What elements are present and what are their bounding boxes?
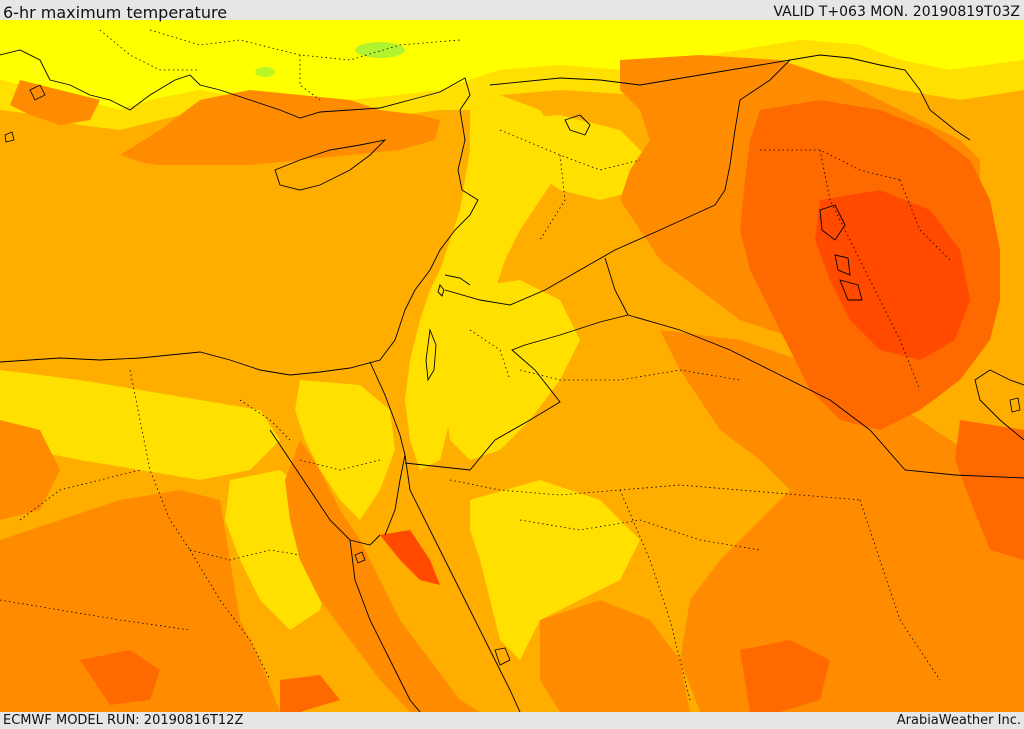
coastline-red-sea-east	[404, 454, 521, 712]
coastline-cyprus	[274, 139, 387, 191]
admin-border-egypt-5	[239, 399, 291, 441]
dark-orange-zone-saudi-south	[740, 640, 830, 712]
yellow-zone-syria-inner	[490, 115, 650, 200]
admin-border-egypt-1	[129, 369, 191, 551]
border-syria-jordan	[444, 204, 716, 306]
coastline-levant	[289, 109, 479, 376]
yellow-zone-north	[0, 20, 1024, 110]
coastline-lake-assad	[564, 114, 591, 136]
orange-zone-saudi-north	[660, 330, 1024, 712]
orange-zone-sea-north	[120, 90, 440, 165]
admin-border-iraq-1	[760, 149, 901, 181]
coastline-lake-tiberias	[437, 284, 445, 297]
temperature-map[interactable]	[0, 20, 1024, 712]
model-run-label: ECMWF MODEL RUN: 20190816T12Z	[3, 713, 244, 728]
red-zone-aqaba	[380, 530, 440, 585]
admin-border-egypt-6	[0, 599, 191, 631]
island-rhodes	[29, 84, 46, 101]
yellow-zone-levant	[405, 95, 560, 470]
border-syria-turkey	[489, 59, 791, 86]
green-hint-north-2	[255, 67, 275, 77]
coastline-red-sea-west	[349, 539, 421, 712]
coastline-turkey	[0, 49, 471, 119]
border-lebanon-israel	[444, 274, 471, 286]
orange-zone-egypt-west	[0, 420, 60, 520]
admin-border-turkey-3	[299, 55, 321, 101]
orange-zone-red-sea	[285, 440, 480, 712]
yellow-zone-hijaz	[470, 480, 640, 660]
valid-time-label: VALID T+063 MON. 20190819T03Z	[773, 4, 1020, 20]
green-hint-north	[355, 42, 405, 58]
temperature-map-svg	[0, 20, 1024, 712]
yellow-zone-sinai	[295, 380, 395, 520]
admin-border-saudi-5	[859, 499, 941, 681]
admin-border-iraq-3	[899, 179, 951, 261]
yellow-zone-jordan	[445, 280, 580, 460]
admin-border-saudi-4	[619, 489, 691, 701]
map-footer: ECMWF MODEL RUN: 20190816T12Z ArabiaWeat…	[0, 712, 1024, 729]
dark-orange-zone-egypt-south	[80, 650, 160, 705]
border-iraq-turkey	[789, 54, 971, 141]
orange-zone-egypt-southwest	[0, 490, 280, 712]
red-zone-iraq-core	[815, 190, 970, 360]
island-red-sea-1	[494, 647, 511, 666]
dark-orange-zone-sudan	[280, 675, 340, 712]
border-iraq-saudi	[627, 314, 1024, 479]
island-red-sea-2	[354, 551, 366, 564]
admin-border-saudi-1	[519, 369, 741, 381]
border-egypt-israel	[369, 361, 406, 456]
islands	[4, 84, 1021, 666]
admin-border-egypt-4	[189, 549, 271, 681]
admin-border-syria-1	[499, 129, 641, 171]
map-header: 6-hr maximum temperature VALID T+063 MON…	[0, 0, 1024, 22]
border-jordan-saudi	[404, 314, 629, 471]
admin-border-saudi-3	[519, 519, 761, 551]
map-title: 6-hr maximum temperature	[3, 3, 228, 22]
dark-orange-zone-kuwait	[955, 420, 1024, 560]
admin-borders	[0, 29, 951, 701]
country-borders	[369, 54, 1024, 479]
yellow-zone-egypt-nile	[0, 370, 280, 480]
island-farasan	[1009, 397, 1021, 413]
admin-border-syria-2	[539, 154, 566, 241]
orange-zone-anatolia	[10, 80, 100, 125]
admin-border-iraq-2	[819, 149, 921, 391]
orange-zone-hijaz-south	[540, 600, 690, 712]
coastlines	[0, 49, 1024, 712]
credit-label: ArabiaWeather Inc.	[896, 713, 1021, 728]
admin-border-sinai	[299, 459, 381, 471]
coastline-persian-gulf	[974, 369, 1024, 441]
border-jordan-iraq	[604, 257, 629, 316]
admin-border-jordan	[469, 329, 511, 381]
island-aegean-1	[4, 131, 15, 143]
border-syria-iraq	[714, 59, 791, 206]
coastline-egypt-north	[0, 351, 291, 376]
coastline-gulf-of-aqaba	[384, 454, 406, 536]
coastline-dead-sea	[425, 328, 437, 382]
coastline-iraq-lakes	[819, 204, 863, 301]
sea-zone-mediterranean	[0, 135, 450, 375]
coastline-gulf-of-suez	[269, 429, 381, 546]
